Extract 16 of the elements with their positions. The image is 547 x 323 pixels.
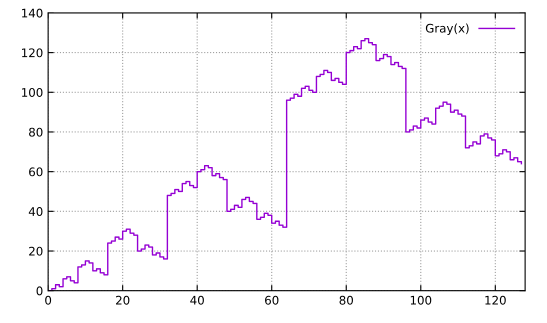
x-tick-label: 60 bbox=[265, 296, 278, 305]
y-tick-label: 120 bbox=[22, 48, 42, 58]
x-tick-label: 20 bbox=[116, 296, 130, 305]
y-tick-label: 0 bbox=[36, 286, 42, 296]
y-tick-label: 40 bbox=[28, 207, 42, 216]
x-tick-label: 80 bbox=[340, 296, 353, 305]
x-tick-label: 40 bbox=[190, 296, 204, 305]
y-tick-label: 140 bbox=[22, 8, 42, 18]
x-tick-label: 100 bbox=[410, 296, 432, 305]
y-tick-label: 60 bbox=[29, 167, 42, 176]
x-tick-label: 120 bbox=[485, 296, 506, 305]
y-tick-label: 80 bbox=[29, 128, 42, 137]
legend-label: Gray(x) bbox=[426, 24, 469, 35]
y-tick-label: 100 bbox=[22, 88, 42, 97]
x-tick-label: 0 bbox=[45, 296, 52, 305]
y-tick-label: 20 bbox=[29, 246, 42, 256]
